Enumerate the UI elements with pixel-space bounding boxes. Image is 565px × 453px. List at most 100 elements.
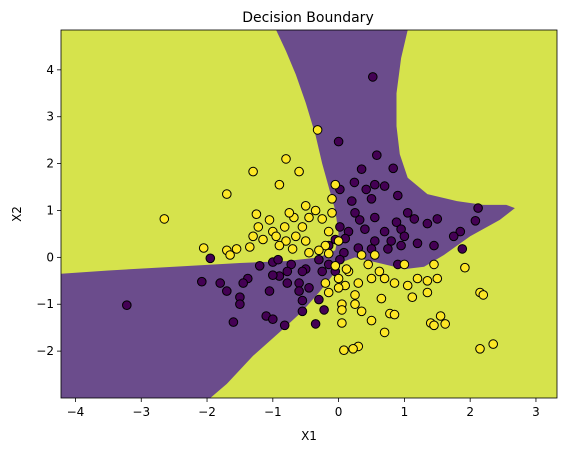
class-1-point xyxy=(304,212,314,223)
class-1-point xyxy=(300,201,311,211)
x-tick-label: −1 xyxy=(264,405,282,419)
class-0-point xyxy=(370,236,380,246)
class-1-point xyxy=(317,214,328,224)
class-1-point xyxy=(389,309,400,320)
class-0-point xyxy=(409,214,420,224)
class-1-point xyxy=(333,236,344,246)
class-0-point xyxy=(372,150,382,160)
class-0-point xyxy=(294,278,304,288)
class-1-point xyxy=(353,278,364,288)
class-1-point xyxy=(379,273,390,284)
class-0-point xyxy=(205,253,216,264)
class-1-point xyxy=(429,320,439,331)
class-1-points xyxy=(159,125,499,356)
class-0-point xyxy=(470,216,481,226)
class-1-point xyxy=(258,234,268,245)
class-0-point xyxy=(268,270,278,281)
class-1-point xyxy=(279,222,290,232)
class-1-point xyxy=(412,273,423,284)
class-1-point xyxy=(231,244,242,254)
class-0-point xyxy=(350,208,360,218)
class-1-point xyxy=(323,226,334,237)
class-1-point xyxy=(159,214,170,224)
class-1-point xyxy=(333,283,344,293)
class-0-point xyxy=(347,196,357,206)
class-0-point xyxy=(412,238,423,249)
class-0-point xyxy=(235,299,245,310)
class-0-points xyxy=(122,72,483,331)
x-tick-label: 0 xyxy=(335,405,343,419)
class-1-point xyxy=(264,215,275,225)
class-0-point xyxy=(360,224,370,234)
class-0-point xyxy=(448,231,459,242)
class-1-point xyxy=(287,244,298,254)
class-1-point xyxy=(300,236,311,246)
class-1-point xyxy=(330,261,341,271)
chart-title: Decision Boundary xyxy=(242,10,373,26)
class-0-point xyxy=(197,276,207,287)
class-1-point xyxy=(407,292,418,303)
class-1-point xyxy=(327,194,337,204)
class-0-point xyxy=(383,244,393,254)
class-1-point xyxy=(248,166,258,177)
class-0-point xyxy=(354,215,365,225)
class-0-point xyxy=(297,306,308,317)
class-1-point xyxy=(310,205,321,216)
class-1-point xyxy=(222,189,232,199)
class-1-point xyxy=(341,264,352,274)
class-1-point xyxy=(274,240,285,251)
class-0-point xyxy=(222,286,232,296)
class-1-point xyxy=(435,311,446,321)
class-1-point xyxy=(422,287,433,298)
class-0-point xyxy=(304,283,314,293)
class-1-point xyxy=(333,273,344,284)
class-1-point xyxy=(339,345,349,356)
class-1-point xyxy=(440,319,451,329)
class-1-point xyxy=(402,280,413,291)
class-0-point xyxy=(282,266,293,277)
class-1-point xyxy=(337,318,347,328)
class-1-point xyxy=(348,344,358,354)
class-0-point xyxy=(268,314,278,325)
class-1-point xyxy=(327,208,337,218)
class-1-point xyxy=(251,209,262,219)
plot-area xyxy=(60,29,558,399)
class-1-point xyxy=(198,243,209,253)
class-0-point xyxy=(264,286,275,296)
y-tick-label: 2 xyxy=(46,157,54,171)
class-1-point xyxy=(370,250,380,260)
class-0-point xyxy=(314,254,324,265)
y-tick-label: 0 xyxy=(46,250,54,264)
class-0-point xyxy=(370,212,380,223)
class-1-point xyxy=(389,278,400,288)
class-0-point xyxy=(314,294,324,305)
class-1-point xyxy=(356,306,367,317)
class-1-point xyxy=(422,276,433,286)
class-0-point xyxy=(391,217,402,227)
x-tick-label: 3 xyxy=(532,405,540,419)
class-0-point xyxy=(393,190,403,201)
class-0-point xyxy=(388,163,399,174)
class-0-point xyxy=(457,244,468,254)
class-0-point xyxy=(399,231,410,242)
class-0-point xyxy=(273,254,283,265)
x-tick-label: 1 xyxy=(401,405,409,419)
class-0-point xyxy=(254,261,265,271)
y-tick-label: 1 xyxy=(46,203,54,217)
class-0-region xyxy=(61,30,515,398)
class-1-point xyxy=(366,315,377,326)
x-tick-label: −2 xyxy=(198,405,216,419)
class-1-point xyxy=(271,231,281,242)
plot-frame xyxy=(60,29,558,399)
class-1-point xyxy=(314,245,324,256)
class-1-point xyxy=(460,262,470,273)
class-0-point xyxy=(422,218,433,229)
class-0-point xyxy=(429,240,439,251)
y-tick-label: −2 xyxy=(36,344,54,358)
class-1-point xyxy=(323,287,334,298)
y-tick-label: 4 xyxy=(46,63,54,77)
class-1-point xyxy=(253,222,264,232)
class-1-point xyxy=(274,179,285,190)
class-1-point xyxy=(363,259,374,270)
class-1-point xyxy=(379,327,390,338)
